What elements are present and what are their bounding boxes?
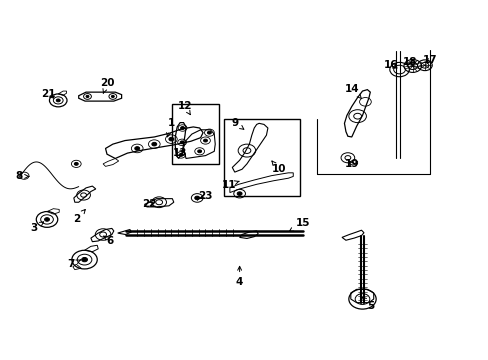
Circle shape [86,95,89,98]
Bar [224,119,299,196]
Circle shape [111,95,114,98]
Text: 8: 8 [16,171,29,181]
Text: 22: 22 [142,199,156,209]
Circle shape [56,99,60,102]
Circle shape [180,127,184,130]
Circle shape [180,141,183,144]
Text: 4: 4 [235,266,243,287]
Circle shape [81,257,87,262]
Circle shape [168,137,173,141]
Circle shape [207,131,211,134]
Text: 16: 16 [383,60,397,70]
Text: 23: 23 [198,191,212,201]
Text: 12: 12 [178,102,192,114]
Text: 21: 21 [41,89,56,99]
Bar [172,104,218,164]
Text: 9: 9 [231,118,244,129]
Text: 5: 5 [362,297,374,311]
Text: 17: 17 [422,55,436,65]
Text: 19: 19 [344,159,358,169]
Circle shape [197,150,201,153]
Circle shape [135,147,140,150]
Text: 1: 1 [166,118,175,137]
Circle shape [74,162,78,165]
Circle shape [44,218,49,221]
Circle shape [152,142,157,146]
Text: 6: 6 [103,236,114,246]
Text: 15: 15 [289,218,309,231]
Text: 18: 18 [402,57,417,67]
Circle shape [203,139,207,142]
Text: 2: 2 [73,210,85,224]
Circle shape [179,153,183,156]
Text: 11: 11 [221,180,239,190]
Circle shape [194,196,199,200]
Text: 3: 3 [30,222,43,233]
Text: 7: 7 [67,259,81,269]
Circle shape [237,192,242,195]
Text: 13: 13 [173,148,187,158]
Text: 20: 20 [100,78,114,94]
Text: 14: 14 [344,84,361,99]
Text: 10: 10 [271,161,285,174]
